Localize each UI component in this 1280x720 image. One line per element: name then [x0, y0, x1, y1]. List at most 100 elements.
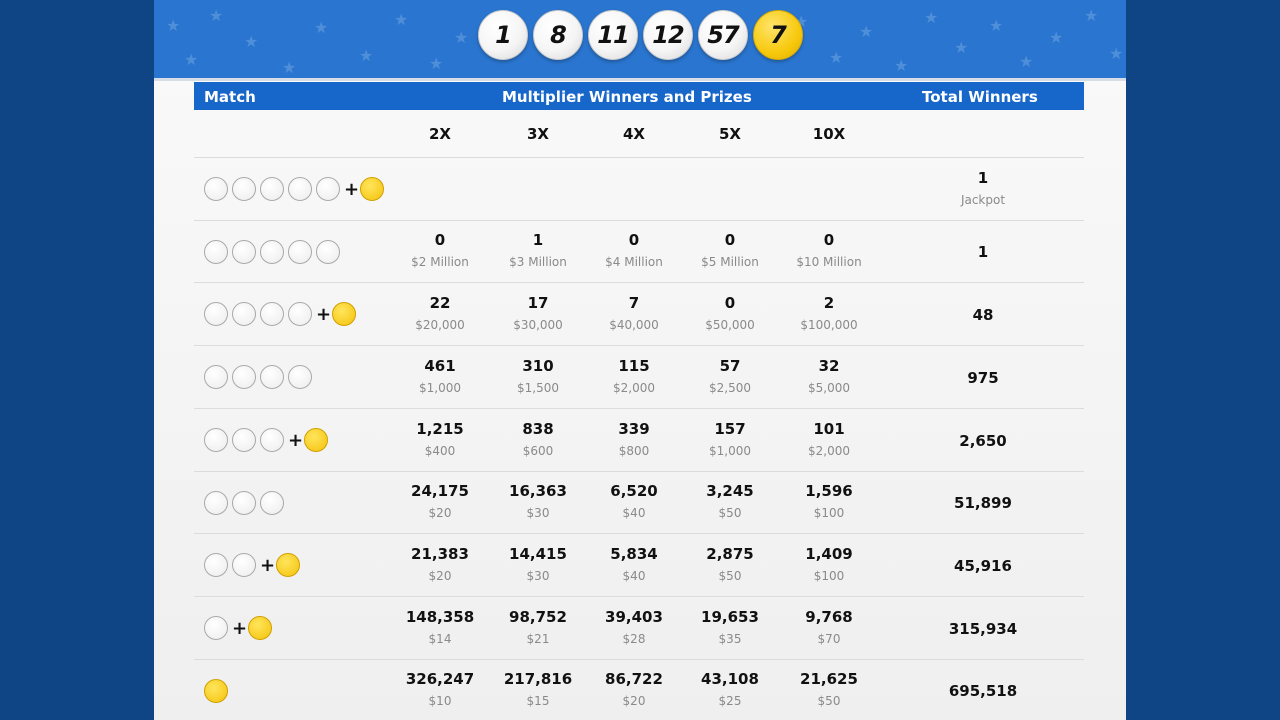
prize-cell: 98,752 $21: [488, 607, 588, 648]
winning-numbers: 1 8 11 12 57 7: [478, 10, 803, 60]
table-body: +1 Jackpot 0 $2 Million 1 $3 Million 0 $4 Milli…: [194, 158, 1084, 720]
prize-amount: $50: [718, 569, 742, 583]
prize-amount: $25: [718, 694, 742, 708]
prize-amount: $600: [522, 444, 554, 458]
total-winners-cell: 51,899: [933, 493, 1033, 513]
winner-count: 39,403: [605, 608, 663, 626]
total-winners-cell: 695,518: [933, 681, 1033, 701]
prize-cell: 16,363 $30: [488, 481, 588, 522]
star-icon: ★: [829, 48, 844, 67]
white-ball-icon: [204, 428, 228, 452]
winner-count: 101: [813, 420, 845, 438]
total-winners-cell: 2,650: [933, 431, 1033, 451]
prize-amount: $15: [526, 694, 550, 708]
plus-icon: +: [288, 430, 304, 451]
winning-ball-1: 1: [478, 10, 528, 60]
mega-ball-icon: [248, 616, 273, 640]
total-winners: 315,934: [948, 620, 1018, 638]
prize-cell: 6,520 $40: [584, 481, 684, 522]
match-balls: [204, 346, 316, 408]
white-ball-icon: [260, 428, 284, 452]
total-winners: 1: [977, 169, 989, 187]
match-balls: +: [204, 597, 276, 659]
winner-count: 1,409: [805, 545, 853, 563]
prize-amount: $28: [622, 632, 646, 646]
prize-amount: $100: [813, 506, 845, 520]
prize-amount: $3 Million: [509, 255, 567, 269]
white-ball-icon: [260, 490, 284, 515]
prize-amount: $30: [526, 569, 550, 583]
winner-count: 461: [424, 357, 456, 375]
winner-count: 1: [532, 231, 544, 249]
winner-count: 1,215: [416, 420, 464, 438]
prize-cell: 32 $5,000: [779, 356, 879, 397]
winner-count: 0: [434, 231, 446, 249]
prize-cell: 157 $1,000: [680, 419, 780, 460]
table-row: +22 $20,000 17 $30,000 7 $40,000 0 $50,000 2 $100…: [194, 283, 1084, 346]
winner-count: 19,653: [701, 608, 759, 626]
match-balls: +: [204, 283, 360, 345]
white-ball-icon: [204, 553, 228, 577]
star-icon: ★: [394, 10, 409, 29]
total-winners: 45,916: [954, 557, 1012, 575]
prize-amount: $50: [817, 694, 841, 708]
header-multiplier: Multiplier Winners and Prizes: [502, 88, 752, 106]
prize-cell: 43,108 $25: [680, 669, 780, 710]
winner-count: 157: [714, 420, 746, 438]
total-winners-cell: 45,916: [933, 556, 1033, 576]
prize-amount: $14: [428, 632, 452, 646]
prize-cell: 1 $3 Million: [488, 230, 588, 271]
star-icon: ★: [244, 32, 259, 51]
winning-ball-4: 12: [643, 10, 693, 60]
star-icon: ★: [166, 16, 181, 35]
winning-ball-2: 8: [533, 10, 583, 60]
winner-count: 217,816: [503, 670, 573, 688]
table-row: +1,215 $400 838 $600 339 $800 157 $1,000 101 $2,0…: [194, 409, 1084, 472]
prize-cell: 0 $50,000: [680, 293, 780, 334]
total-winners-cell: 1: [933, 242, 1033, 262]
winner-count: 22: [429, 294, 451, 312]
total-winners-cell: 1 Jackpot: [933, 168, 1033, 209]
table-row: 461 $1,000 310 $1,500 115 $2,000 57 $2,500 32 $5,…: [194, 346, 1084, 409]
multiplier-4x: 4X: [622, 125, 645, 143]
multiplier-2x: 2X: [428, 125, 451, 143]
prize-cell: 57 $2,500: [680, 356, 780, 397]
prize-amount: $100: [813, 569, 845, 583]
winner-count: 32: [818, 357, 840, 375]
prize-amount: $20: [428, 569, 452, 583]
prize-cell: 22 $20,000: [390, 293, 490, 334]
prize-cell: 3,245 $50: [680, 481, 780, 522]
prize-cell: 101 $2,000: [779, 419, 879, 460]
star-icon: ★: [454, 28, 469, 47]
mega-ball-icon: [276, 553, 301, 577]
star-icon: ★: [429, 54, 444, 73]
prize-cell: 0 $2 Million: [390, 230, 490, 271]
mega-ball: 7: [753, 10, 803, 60]
prize-cell: 326,247 $10: [390, 669, 490, 710]
jackpot-label: Jackpot: [960, 193, 1006, 207]
star-icon: ★: [184, 50, 199, 69]
white-ball-icon: [232, 365, 256, 389]
prize-cell: 1,596 $100: [779, 481, 879, 522]
winner-count: 326,247: [405, 670, 475, 688]
winner-count: 0: [724, 231, 736, 249]
table-row: +148,358 $14 98,752 $21 39,403 $28 19,653 $35 9,…: [194, 597, 1084, 660]
white-ball-icon: [232, 302, 256, 326]
prize-amount: $1,000: [419, 381, 461, 395]
prize-cell: 14,415 $30: [488, 544, 588, 585]
prize-amount: $70: [817, 632, 841, 646]
prize-cell: 217,816 $15: [488, 669, 588, 710]
header-total-winners: Total Winners: [922, 88, 1038, 106]
star-icon: ★: [954, 38, 969, 57]
star-icon: ★: [359, 46, 374, 65]
prize-cell: 19,653 $35: [680, 607, 780, 648]
prize-amount: $10 Million: [796, 255, 862, 269]
winner-count: 17: [527, 294, 549, 312]
prize-amount: $4 Million: [605, 255, 663, 269]
prize-amount: $2 Million: [411, 255, 469, 269]
white-ball-icon: [260, 239, 284, 264]
prize-amount: $400: [424, 444, 456, 458]
winner-count: 310: [522, 357, 554, 375]
prize-cell: 24,175 $20: [390, 481, 490, 522]
white-ball-icon: [288, 239, 312, 264]
